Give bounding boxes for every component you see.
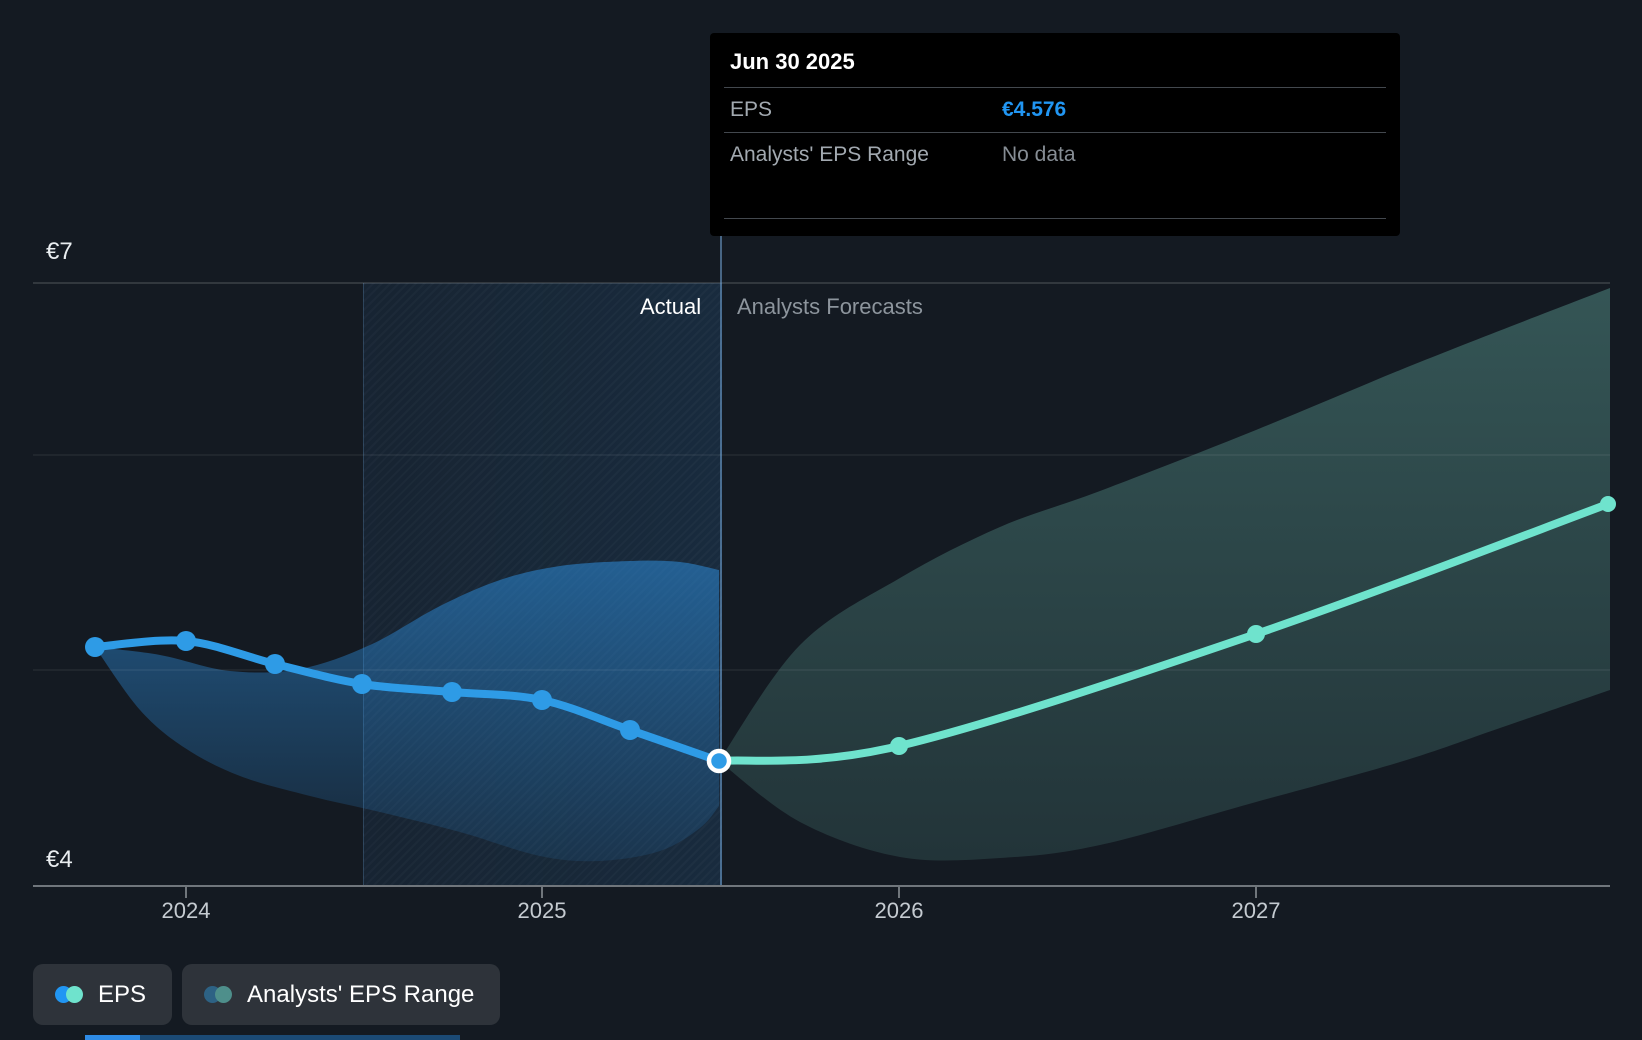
x-axis-label-2026: 2026 xyxy=(874,898,924,923)
forecast-section-label: Analysts Forecasts xyxy=(737,294,923,319)
eps-forecast-point[interactable] xyxy=(1247,625,1265,643)
y-axis-label-bottom: €4 xyxy=(46,846,73,873)
eps-current-point[interactable] xyxy=(706,748,732,774)
tooltip-range-value: No data xyxy=(1002,143,1076,166)
x-axis-label-2024: 2024 xyxy=(161,898,211,923)
tooltip-range-label: Analysts' EPS Range xyxy=(730,143,929,166)
bottom-scroll-track xyxy=(140,1035,460,1040)
eps-actual-point[interactable] xyxy=(442,682,462,702)
analysts-range-actual-band xyxy=(95,560,719,862)
legend-range-label: Analysts' EPS Range xyxy=(247,980,475,1008)
eps-actual-point[interactable] xyxy=(532,690,552,710)
eps-actual-point[interactable] xyxy=(265,654,285,674)
eps-forecast-color-chip xyxy=(66,986,83,1003)
eps-actual-point[interactable] xyxy=(620,720,640,740)
analysts-range-forecast-band xyxy=(719,288,1610,861)
eps-actual-point[interactable] xyxy=(176,631,196,651)
eps-forecast-point[interactable] xyxy=(890,737,908,755)
chart-legend: EPS Analysts' EPS Range xyxy=(33,964,501,1025)
tooltip-eps-label: EPS xyxy=(730,98,773,121)
tooltip-date: Jun 30 2025 xyxy=(724,49,1386,88)
chart-tooltip: Jun 30 2025 EPS €4.576 Analysts' EPS Ran… xyxy=(710,33,1400,236)
tooltip-divider xyxy=(724,218,1386,219)
bottom-scroll-indicator[interactable] xyxy=(85,1035,140,1040)
eps-actual-point[interactable] xyxy=(352,674,372,694)
legend-toggle-eps[interactable]: EPS xyxy=(33,964,173,1025)
x-axis-label-2027: 2027 xyxy=(1231,898,1281,923)
tooltip-eps-value: €4.576 xyxy=(1002,98,1067,121)
range-forecast-color-chip xyxy=(215,986,233,1003)
tooltip-range-row: Analysts' EPS Range No data xyxy=(724,133,1386,177)
tooltip-eps-row: EPS €4.576 xyxy=(724,88,1386,133)
legend-eps-label: EPS xyxy=(98,980,147,1008)
eps-forecast-line xyxy=(715,500,1612,765)
eps-legend-chips xyxy=(55,986,83,1003)
y-axis-label-top: €7 xyxy=(46,238,73,265)
legend-toggle-analysts-eps-range[interactable]: Analysts' EPS Range xyxy=(182,964,501,1025)
actual-section-label: Actual xyxy=(640,294,702,319)
eps-forecast-point[interactable] xyxy=(1600,496,1616,512)
range-legend-chips xyxy=(204,986,233,1003)
eps-actual-point[interactable] xyxy=(85,637,105,657)
x-axis-label-2025: 2025 xyxy=(517,898,567,923)
